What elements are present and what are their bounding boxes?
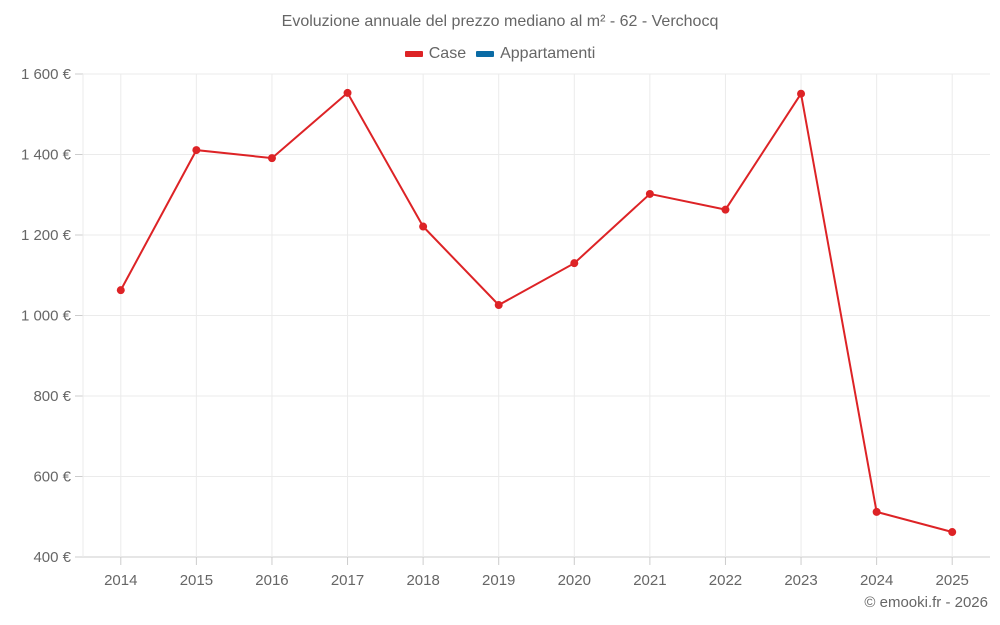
data-point[interactable] <box>948 528 957 537</box>
legend-label-case: Case <box>428 45 467 62</box>
data-point[interactable] <box>797 89 806 98</box>
data-point[interactable] <box>116 286 125 295</box>
x-tick-label: 2023 <box>784 572 817 589</box>
y-tick-label: 1 600 € <box>21 66 72 83</box>
y-tick-label: 800 € <box>33 388 71 405</box>
x-tick-label: 2022 <box>709 572 742 589</box>
data-point[interactable] <box>267 154 276 163</box>
legend-item-case[interactable]: Case <box>404 45 467 63</box>
y-tick-label: 1 200 € <box>21 227 72 244</box>
y-tick-label: 1 400 € <box>21 147 72 164</box>
x-tick-label: 2020 <box>558 572 591 589</box>
x-tick-label: 2018 <box>406 572 439 589</box>
legend-swatch-case <box>404 51 423 57</box>
x-tick-label: 2021 <box>633 572 666 589</box>
x-tick-label: 2014 <box>104 572 137 589</box>
y-tick-label: 600 € <box>33 469 71 486</box>
data-point[interactable] <box>721 205 730 214</box>
data-point[interactable] <box>419 222 428 231</box>
x-tick-label: 2017 <box>331 572 364 589</box>
y-tick-label: 1 000 € <box>21 308 72 325</box>
x-tick-label: 2025 <box>936 572 969 589</box>
data-point[interactable] <box>872 507 881 516</box>
data-point[interactable] <box>570 259 579 268</box>
data-point[interactable] <box>343 88 352 97</box>
data-point[interactable] <box>645 189 654 198</box>
legend-label-appartamenti: Appartamenti <box>500 45 596 62</box>
legend-swatch-appartamenti <box>476 51 495 57</box>
data-point[interactable] <box>494 301 503 310</box>
x-tick-label: 2015 <box>180 572 213 589</box>
legend: Case Appartamenti <box>0 45 1000 63</box>
series-line-case <box>119 91 953 533</box>
y-tick-label: 400 € <box>33 549 71 566</box>
legend-item-appartamenti[interactable]: Appartamenti <box>476 45 595 63</box>
data-point[interactable] <box>192 146 201 155</box>
chart-title: Evoluzione annuale del prezzo mediano al… <box>281 13 719 30</box>
x-tick-label: 2024 <box>860 572 893 589</box>
x-tick-label: 2016 <box>255 572 288 589</box>
credit-text: © emooki.fr - 2026 <box>864 594 988 611</box>
x-tick-label: 2019 <box>482 572 515 589</box>
